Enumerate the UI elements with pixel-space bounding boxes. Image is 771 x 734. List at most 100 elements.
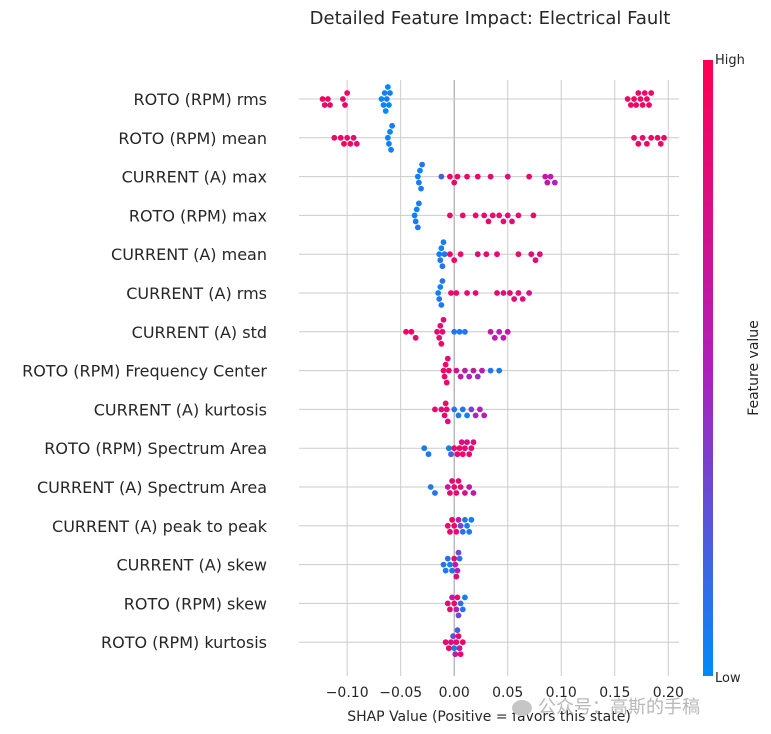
shap-point	[439, 278, 446, 284]
shap-point	[414, 173, 421, 180]
shap-point	[451, 406, 458, 413]
feature-label-layer: ROTO (RPM) rms ROTO (RPM) mean CURRENT (A)…	[22, 90, 268, 652]
shap-point	[487, 367, 494, 374]
shap-point	[459, 406, 466, 413]
shap-point	[432, 490, 438, 496]
shap-point	[419, 161, 425, 168]
shap-point	[449, 516, 455, 523]
shap-point	[485, 218, 492, 225]
shap-point	[455, 633, 462, 640]
shap-point	[544, 179, 551, 186]
shap-point	[350, 134, 357, 141]
feature-label: CURRENT (A) peak to peak	[52, 517, 268, 536]
shap-point	[447, 251, 453, 258]
shap-point	[445, 445, 452, 452]
shap-point	[457, 251, 464, 258]
shap-point	[387, 90, 393, 96]
shap-point	[451, 445, 458, 452]
feature-label: CURRENT (A) std	[132, 323, 267, 342]
shap-point	[454, 173, 461, 180]
shap-point	[412, 218, 419, 225]
shap-point	[470, 367, 477, 374]
shap-point	[435, 290, 442, 296]
shap-point	[453, 490, 460, 496]
shap-point	[452, 651, 459, 658]
shap-point	[515, 212, 522, 219]
x-tick-label: 0.20	[653, 685, 684, 701]
shap-point	[321, 102, 328, 108]
shap-point	[466, 373, 473, 380]
shap-point	[403, 328, 409, 335]
shap-point	[441, 373, 448, 380]
shap-point	[464, 173, 470, 180]
shap-point	[438, 245, 445, 252]
shap-point	[456, 445, 463, 452]
shap-point	[474, 251, 481, 258]
shap-point	[448, 451, 454, 458]
shap-point	[417, 167, 423, 174]
shap-point	[447, 561, 453, 568]
shap-point	[462, 490, 468, 496]
shap-point	[432, 406, 438, 413]
shap-point	[454, 451, 461, 458]
shap-point	[462, 516, 468, 523]
feature-label: CURRENT (A) skew	[116, 556, 267, 575]
shap-point	[515, 251, 522, 258]
shap-point	[542, 173, 549, 180]
shap-point	[536, 251, 543, 258]
shap-point	[449, 594, 455, 601]
shap-point	[434, 328, 440, 335]
shap-point	[448, 639, 454, 646]
shap-point	[414, 224, 421, 231]
shap-point	[447, 173, 453, 180]
shap-point	[532, 257, 539, 264]
shap-point	[415, 200, 422, 207]
shap-point	[425, 451, 432, 458]
feature-label: ROTO (RPM) max	[129, 206, 267, 225]
shap-point	[631, 96, 637, 102]
shap-point	[464, 290, 470, 296]
shap-point	[447, 212, 453, 219]
shap-point	[453, 573, 460, 580]
shap-point	[551, 179, 558, 186]
shap-point	[451, 600, 458, 607]
x-tick-layer: −0.10 −0.05 0.00 0.05 0.10 0.15 0.20	[326, 685, 684, 701]
shap-point	[387, 128, 393, 135]
shap-point	[443, 379, 450, 386]
shap-point	[341, 140, 347, 147]
shap-point	[440, 561, 447, 568]
shap-point	[472, 412, 479, 419]
shap-point	[453, 528, 460, 535]
wechat-icon	[512, 700, 532, 716]
shap-point	[526, 173, 533, 180]
shap-point	[459, 528, 466, 535]
shap-point	[511, 296, 518, 302]
shap-point	[455, 478, 462, 484]
shap-point	[639, 134, 646, 141]
shap-point	[443, 406, 450, 413]
x-tick-label: −0.05	[379, 685, 422, 701]
shap-point	[481, 412, 488, 419]
shap-point	[440, 239, 447, 246]
shap-point	[466, 451, 473, 458]
shap-point	[648, 90, 655, 96]
shap-point	[547, 173, 554, 180]
feature-label: ROTO (RPM) Frequency Center	[22, 362, 267, 381]
shap-point	[455, 412, 462, 419]
shap-point	[477, 406, 483, 413]
shap-point	[411, 212, 418, 219]
shap-point	[344, 90, 351, 96]
shap-point	[456, 328, 463, 335]
shap-point	[472, 290, 479, 296]
shap-point	[437, 257, 444, 264]
shap-point	[445, 645, 452, 652]
shap-point	[454, 594, 461, 601]
shap-point	[643, 96, 650, 102]
x-tick-label: −0.10	[326, 685, 369, 701]
shap-point	[438, 340, 445, 347]
shap-point	[347, 140, 354, 147]
shap-point	[624, 96, 631, 102]
feature-label: ROTO (RPM) kurtosis	[101, 633, 267, 652]
shap-point	[456, 555, 463, 562]
